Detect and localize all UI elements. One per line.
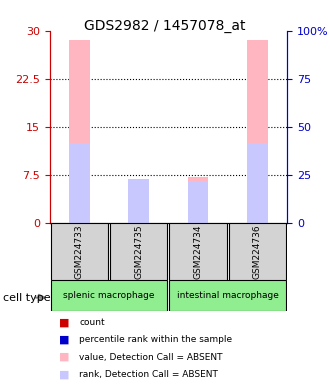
Bar xyxy=(69,143,90,223)
Text: value, Detection Call = ABSENT: value, Detection Call = ABSENT xyxy=(79,353,223,362)
FancyBboxPatch shape xyxy=(110,223,167,280)
FancyBboxPatch shape xyxy=(170,280,286,311)
Bar xyxy=(187,177,209,223)
Text: splenic macrophage: splenic macrophage xyxy=(63,291,155,300)
Text: count: count xyxy=(79,318,105,327)
Bar xyxy=(69,40,90,223)
Bar xyxy=(187,181,209,223)
Text: GDS2982 / 1457078_at: GDS2982 / 1457078_at xyxy=(84,19,246,33)
Text: intestinal macrophage: intestinal macrophage xyxy=(177,291,279,300)
Text: percentile rank within the sample: percentile rank within the sample xyxy=(79,335,232,344)
Text: GSM224734: GSM224734 xyxy=(193,224,203,279)
Text: ■: ■ xyxy=(59,318,70,328)
Text: rank, Detection Call = ABSENT: rank, Detection Call = ABSENT xyxy=(79,370,218,379)
Text: ■: ■ xyxy=(59,369,70,379)
Text: cell type: cell type xyxy=(3,293,51,303)
FancyBboxPatch shape xyxy=(229,223,286,280)
Text: GSM224735: GSM224735 xyxy=(134,224,143,279)
FancyBboxPatch shape xyxy=(51,223,108,280)
FancyBboxPatch shape xyxy=(170,223,226,280)
FancyBboxPatch shape xyxy=(51,280,167,311)
Bar xyxy=(247,40,268,223)
Text: ■: ■ xyxy=(59,335,70,345)
Text: GSM224733: GSM224733 xyxy=(75,224,84,279)
Bar xyxy=(247,143,268,223)
Text: ■: ■ xyxy=(59,352,70,362)
Bar xyxy=(128,179,149,223)
Bar xyxy=(128,179,149,223)
Text: GSM224736: GSM224736 xyxy=(253,224,262,279)
